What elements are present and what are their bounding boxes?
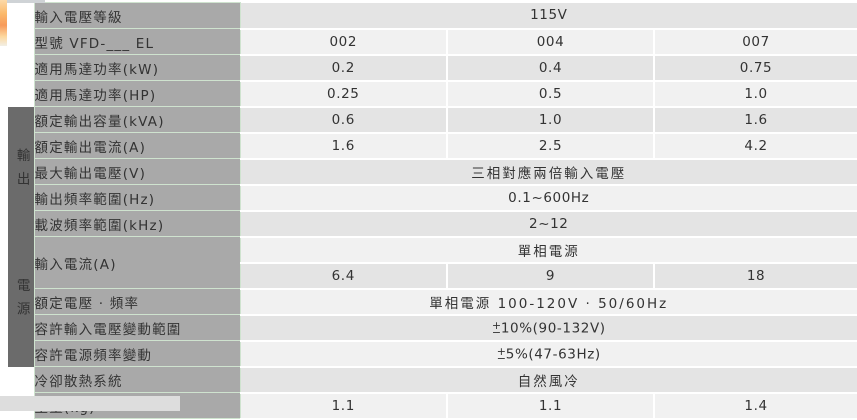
left-spacer [0,80,8,107]
row-label: 額定輸出電流(A) [33,132,241,159]
left-spacer [0,132,8,159]
value-cell: 0.75 [654,54,857,82]
left-spacer [0,210,8,237]
row-label: 適用馬達功率(HP) [33,80,241,107]
row-label: 額定電壓 · 頻率 [33,288,241,315]
table-row: 型號 VFD-___ EL 002 004 007 [0,28,857,56]
value-cell: 18 [654,262,857,290]
row-label: 輸入電流(A) [33,236,241,289]
value-cell: 1.0 [654,80,857,108]
table-row: 容許電源頻率變動 + −5%(47-63Hz) [0,340,857,368]
left-spacer [0,2,8,29]
plus-minus-icon: + − [491,318,502,339]
row-label: 輸入電壓等級 [33,2,241,29]
row-label: 額定輸出容量(kVA) [33,106,241,133]
row-label: 容許電源頻率變動 [33,340,241,367]
group-empty [8,55,34,81]
value-cell: 007 [654,28,857,56]
group-empty [8,3,34,29]
value-cell: 002 [240,28,448,56]
group-label-text: 電源 [13,278,30,325]
left-spacer [0,106,8,133]
value-merged: 三相對應兩倍輸入電壓 [240,158,857,186]
value-cell: 1.0 [447,106,655,134]
value-cell: 1.4 [654,392,857,420]
table-row: 額定電壓 · 頻率 單相電源 100-120V · 50/60Hz [0,288,857,316]
left-spacer [0,314,8,341]
left-spacer [0,158,8,185]
value-cell: 4.2 [654,132,857,160]
table-row: 容許輸入電壓變動範圍 + −10%(90-132V) [0,314,857,342]
value-merged-plusminus: + −10%(90-132V) [240,314,857,342]
value-cell: 1.6 [654,106,857,134]
table-row: 最大輸出電壓(V) 三相對應兩倍輸入電壓 [0,158,857,186]
left-spacer [0,54,8,81]
group-empty [8,29,34,55]
row-label: 載波頻率範圍(kHz) [33,210,241,237]
value-merged: 自然風冷 [240,366,857,394]
row-label: 輸出頻率範圍(Hz) [33,184,241,211]
table-row: 電源 輸入電流(A) 單相電源 [0,236,857,367]
left-spacer [0,28,8,55]
value-cell: 0.5 [447,80,655,108]
row-label: 容許輸入電壓變動範圍 [33,314,241,341]
group-empty [8,367,34,393]
value-cell: 6.4 [240,262,448,290]
table-row: 載波頻率範圍(kHz) 2~12 [0,210,857,238]
left-spacer [0,288,8,315]
value-merged: 0.1~600Hz [240,184,857,212]
value-merged: 115V [240,2,857,30]
value-merged: 2~12 [240,210,857,238]
left-spacer [0,366,8,393]
value-cell: 0.4 [447,54,655,82]
group-empty [8,81,34,107]
value-cell: 1.6 [240,132,448,160]
table-row: 適用馬達功率(HP) 0.25 0.5 1.0 [0,80,857,108]
table-row: 輸出 額定輸出容量(kVA) 0.6 1.0 1.6 [0,106,857,237]
value-cell: 0.6 [240,106,448,134]
table-row: 額定輸出電流(A) 1.6 2.5 4.2 [0,132,857,160]
group-label-output: 輸出 [8,106,34,237]
table-row: 適用馬達功率(kW) 0.2 0.4 0.75 [0,54,857,82]
value-cell: 0.2 [240,54,448,82]
value-merged: 單相電源 [240,236,857,264]
value-cell: 2.5 [447,132,655,160]
plus-minus-icon: + − [496,344,507,365]
row-label: 最大輸出電壓(V) [33,158,241,185]
table-row: 輸出頻率範圍(Hz) 0.1~600Hz [0,184,857,212]
value-cell: 9 [447,262,655,290]
row-label: 冷卻散熱系統 [33,366,241,393]
row-label: 適用馬達功率(kW) [33,54,241,81]
table-row: 冷卻散熱系統 自然風冷 [0,366,857,394]
left-spacer [0,340,8,367]
left-spacer [0,184,8,211]
group-label-text: 輸出 [13,148,30,195]
table-row: 6.4 9 18 [0,262,857,290]
value-cell: 0.25 [240,80,448,108]
group-label-power: 電源 [8,236,34,367]
value-merged: 單相電源 100-120V · 50/60Hz [240,288,857,316]
value-cell: 1.1 [447,392,655,420]
bottom-gray-band [0,396,180,411]
left-spacer [0,236,8,289]
row-label: 型號 VFD-___ EL [33,28,241,55]
table-row: 輸入電壓等級 115V [0,2,857,30]
value-cell: 1.1 [240,392,448,420]
value-merged-plusminus: + −5%(47-63Hz) [240,340,857,368]
value-cell: 004 [447,28,655,56]
